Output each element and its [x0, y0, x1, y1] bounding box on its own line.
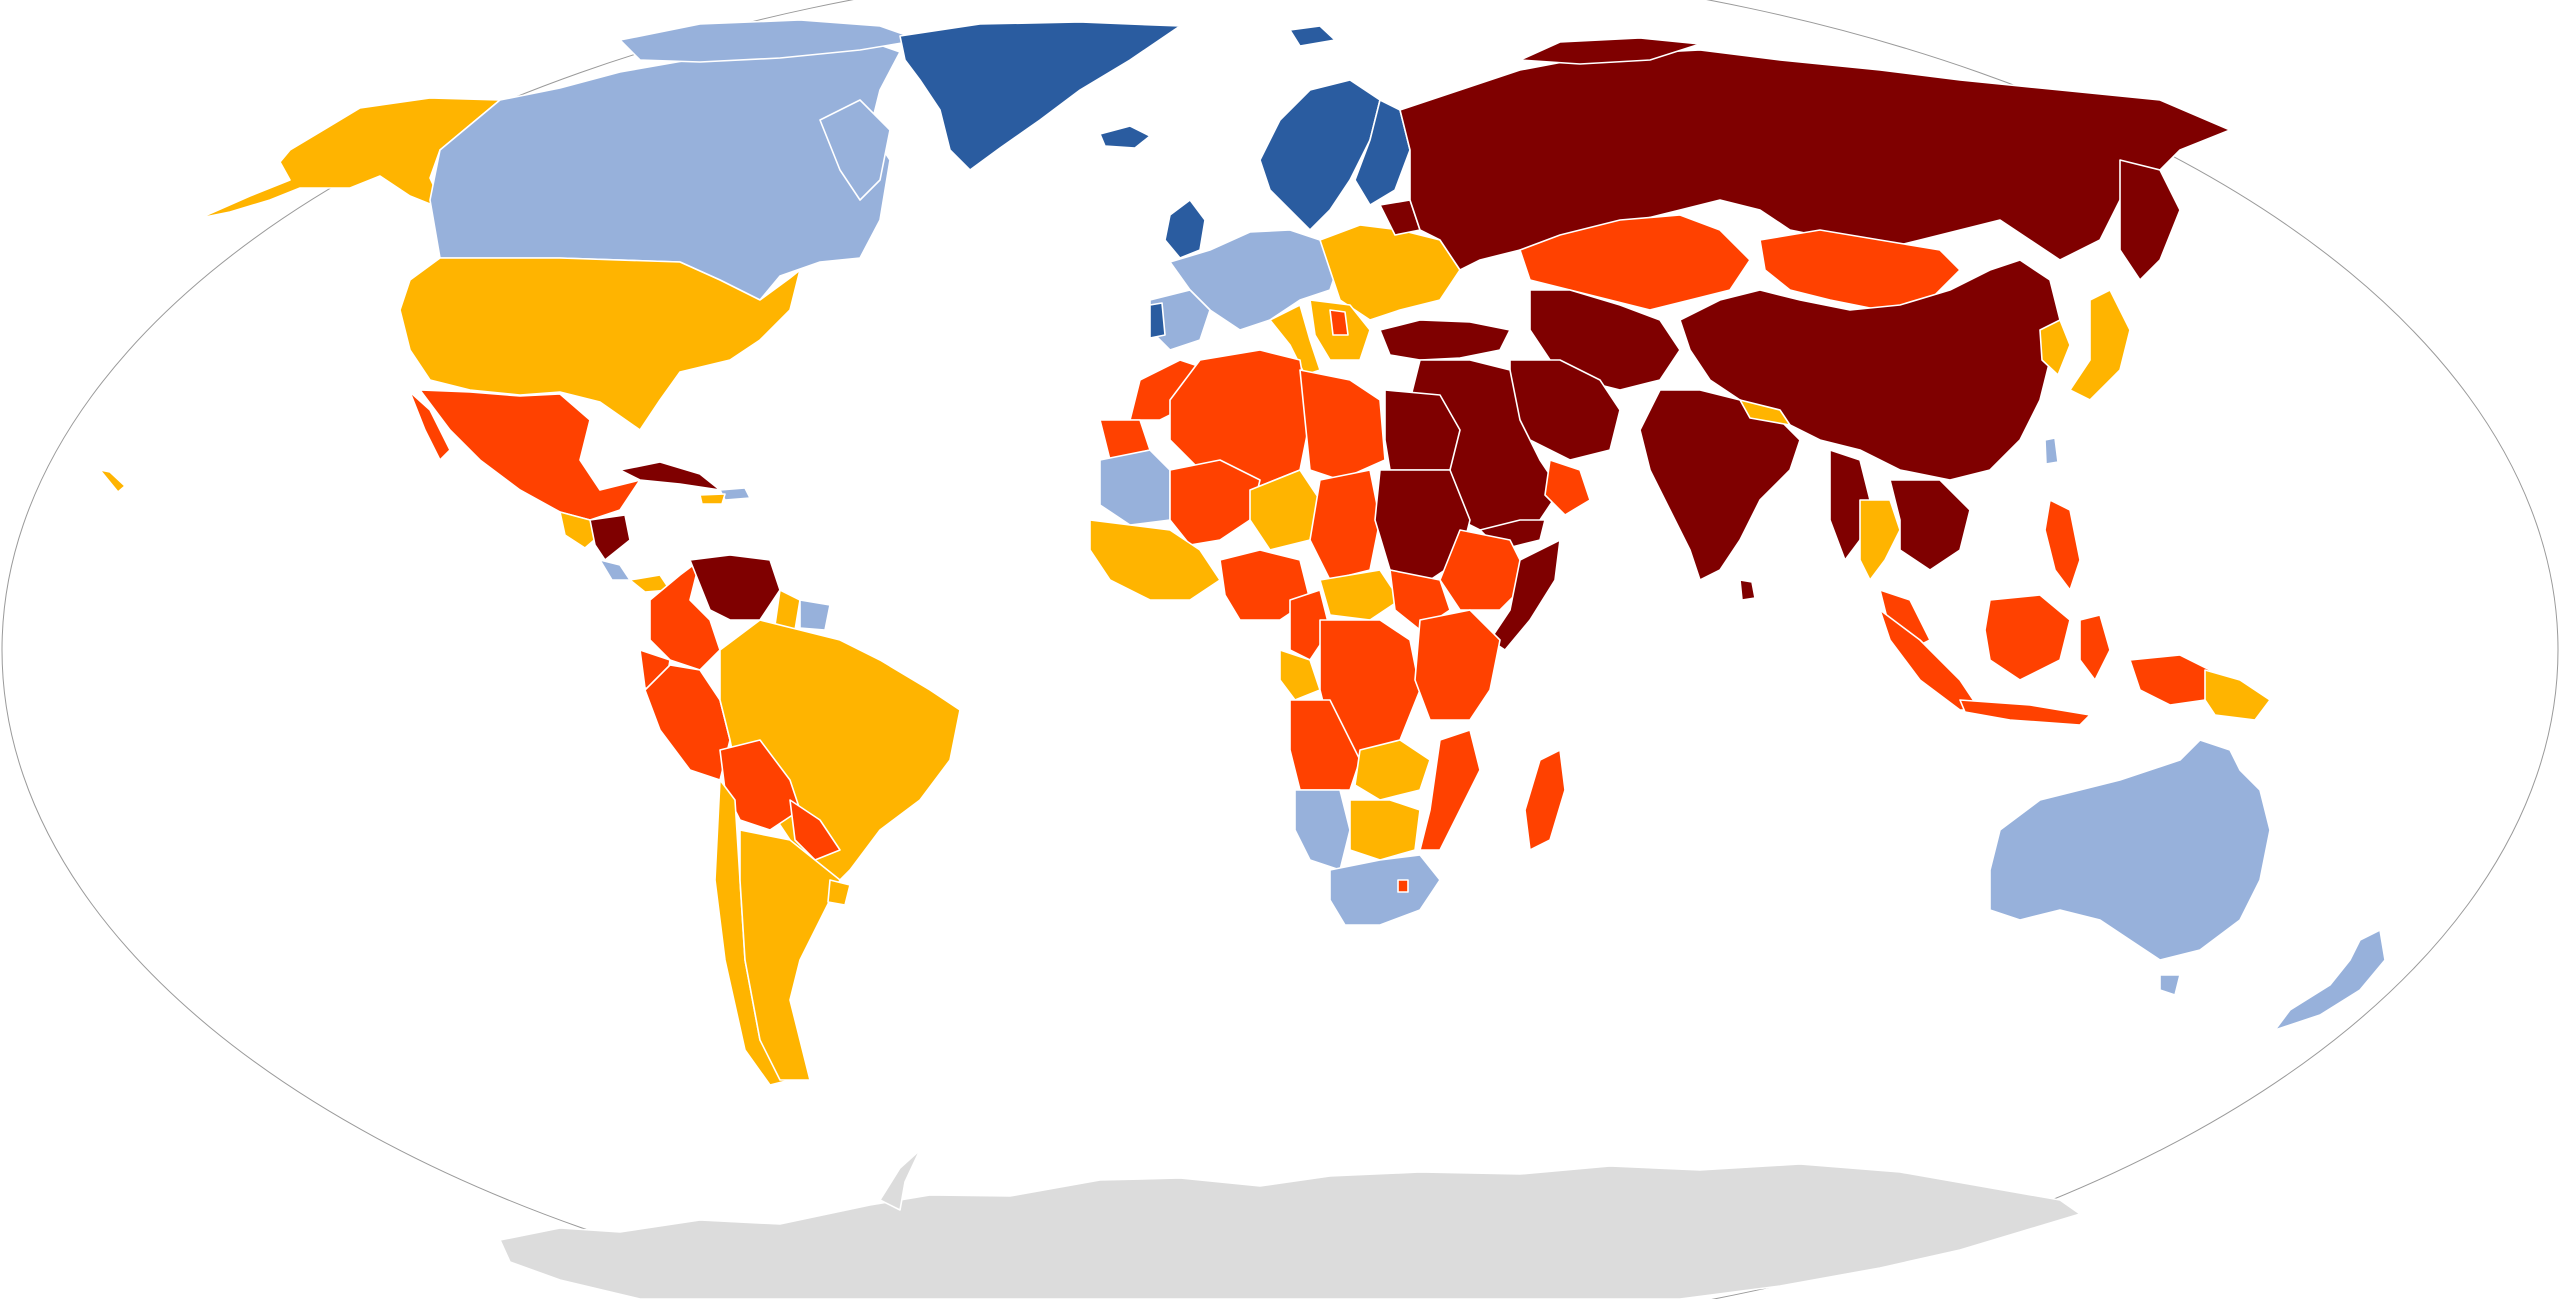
region-japan: [2069, 289, 2131, 401]
region-antarctic-peninsula: [879, 1149, 921, 1211]
region-mauritania: [1099, 449, 1171, 526]
region-italy: [1269, 304, 1321, 376]
region-iceland: [1099, 125, 1151, 149]
region-hispaniola: [699, 493, 726, 505]
region-antarctica: [499, 1163, 2081, 1299]
region-philippines: [2044, 499, 2081, 591]
region-indochina: [1889, 479, 1971, 571]
region-south-africa: [1329, 854, 1441, 926]
region-mali: [1169, 459, 1261, 546]
region-nicaragua: [589, 514, 631, 561]
region-papua-new-guinea: [2204, 669, 2271, 721]
region-scandinavia: [1259, 79, 1381, 231]
region-namibia: [1294, 789, 1351, 871]
region-kamchatka: [2119, 159, 2181, 281]
region-svalbard: [1289, 25, 1336, 47]
region-borneo: [1984, 594, 2071, 681]
region-java: [1959, 699, 2091, 726]
region-madagascar: [1524, 749, 1566, 851]
region-usa: [399, 257, 801, 431]
region-angola: [1289, 699, 1361, 791]
region-paraguay: [789, 799, 841, 861]
region-east-africa: [1414, 609, 1501, 721]
region-canada-arctic: [619, 19, 921, 63]
region-suriname: [799, 599, 831, 631]
region-sumatra: [1879, 609, 1981, 711]
region-hawaii: [99, 469, 126, 493]
region-eastern-europe: [1319, 224, 1461, 321]
region-australia: [1989, 739, 2271, 961]
region-costa-rica: [599, 559, 631, 581]
region-taiwan: [2044, 437, 2059, 465]
region-portugal: [1149, 302, 1166, 339]
region-nepal: [1739, 399, 1791, 426]
region-baffin: [819, 99, 891, 201]
region-botswana-zimbabwe: [1349, 799, 1421, 861]
region-zambia: [1354, 739, 1431, 801]
region-uk-ireland: [1164, 199, 1206, 259]
region-libya: [1299, 369, 1386, 481]
region-oman: [1544, 459, 1591, 516]
region-greenland: [899, 21, 1181, 171]
region-siberia-north: [1519, 37, 1701, 65]
region-peru: [644, 664, 731, 781]
region-turkey: [1379, 319, 1511, 361]
region-thailand: [1859, 499, 1901, 581]
region-tasmania: [2159, 974, 2181, 996]
land-layer: [99, 19, 2386, 1299]
region-alaska: [199, 97, 501, 219]
region-mozambique: [1419, 729, 1481, 851]
region-new-zealand: [2274, 929, 2386, 1031]
region-russia: [1399, 49, 2231, 271]
region-uruguay: [827, 879, 851, 906]
region-venezuela: [689, 554, 781, 621]
region-sulawesi: [2079, 614, 2111, 681]
region-sri-lanka: [1739, 579, 1756, 601]
region-colombia: [649, 559, 721, 671]
region-somalia: [1489, 539, 1561, 651]
region-korea: [2039, 319, 2071, 376]
region-serbia: [1329, 309, 1349, 336]
region-car: [1319, 569, 1401, 621]
region-gabon-congo: [1279, 649, 1321, 701]
region-argentina: [739, 829, 841, 1081]
region-mexico: [419, 389, 641, 521]
region-baja: [409, 391, 451, 461]
region-chad: [1309, 469, 1381, 581]
region-new-guinea-west: [2129, 654, 2211, 706]
region-lesotho: [1397, 879, 1409, 893]
region-west-africa: [1089, 519, 1221, 601]
